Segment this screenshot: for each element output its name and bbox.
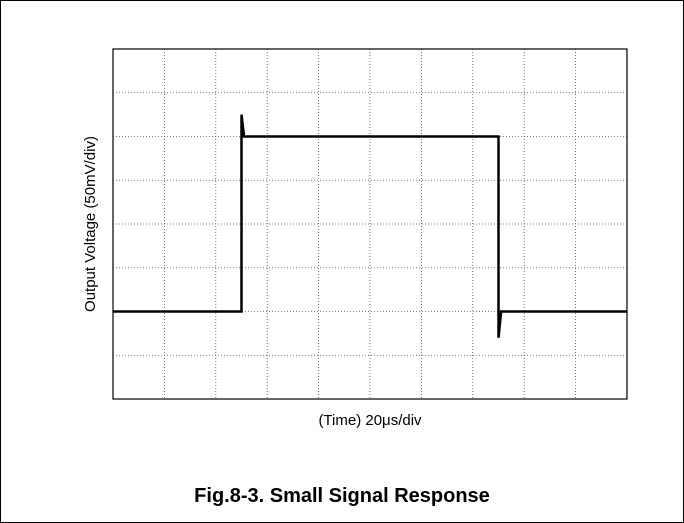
y-axis-label: Output Voltage (50mV/div) xyxy=(82,136,99,312)
plot-border xyxy=(112,48,628,400)
x-axis-label: (Time) 20μs/div xyxy=(318,412,422,429)
caption: Fig.8-3. Small Signal Response xyxy=(194,485,490,507)
waveform xyxy=(113,114,627,338)
